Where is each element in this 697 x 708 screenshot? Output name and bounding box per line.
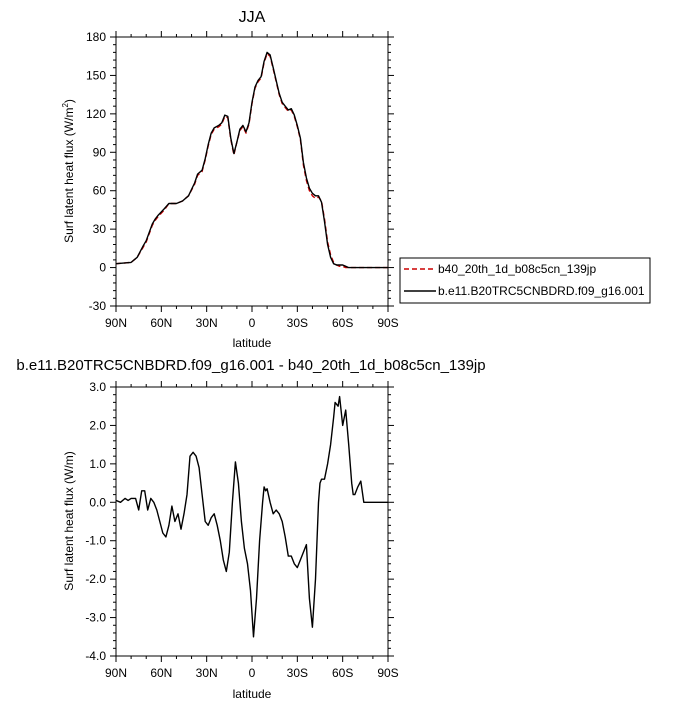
bottom-xtick-label: 30N [196, 666, 218, 680]
bottom-ytick-label: -1.0 [85, 534, 106, 548]
top-xtick-label: 30N [196, 316, 218, 330]
bottom-y-axis-label: Surf latent heat flux (W/m) [62, 451, 76, 590]
top-ytick-label: 30 [93, 222, 107, 236]
top-ytick-label: -30 [89, 299, 107, 313]
bottom-ytick-label: -4.0 [85, 649, 106, 663]
top-ytick-label: 90 [93, 145, 107, 159]
top-xtick-label: 0 [249, 316, 256, 330]
top-ytick-label: 150 [86, 68, 106, 82]
legend-label-black: b.e11.B20TRC5CNBDRD.f09_g16.001 [438, 284, 645, 298]
bottom-ytick-label: 0.0 [89, 495, 106, 509]
top-ytick-label: 60 [93, 184, 107, 198]
legend: b40_20th_1d_b08c5cn_139jp b.e11.B20TRC5C… [399, 257, 651, 304]
top-xtick-label: 60S [332, 316, 353, 330]
top-series-line-0 [115, 53, 388, 269]
legend-box [399, 257, 651, 304]
bottom-tick-marks [110, 381, 394, 662]
bottom-xtick-label: 60S [332, 666, 353, 680]
bottom-xtick-label: 30S [287, 666, 308, 680]
top-x-tick-labels: 90N 60N 30N 0 30S 60S 90S [105, 316, 399, 330]
bottom-series-lines [115, 395, 388, 638]
top-ytick-label: 180 [86, 30, 106, 44]
top-series-lines [115, 51, 388, 269]
top-y-tick-labels: -30 0 30 60 90 120 150 180 [86, 30, 106, 313]
bottom-ytick-label: 3.0 [89, 380, 106, 394]
top-xtick-label: 30S [287, 316, 308, 330]
top-ytick-label: 120 [86, 107, 106, 121]
top-xtick-label: 90N [105, 316, 127, 330]
top-series-line-1 [115, 51, 388, 269]
bottom-x-tick-labels: 90N 60N 30N 0 30S 60S 90S [105, 666, 399, 680]
top-x-axis-label: latitude [233, 336, 272, 350]
top-xtick-label: 60N [150, 316, 172, 330]
bottom-xtick-label: 0 [249, 666, 256, 680]
bottom-xtick-label: 60N [150, 666, 172, 680]
bottom-ytick-label: -2.0 [85, 572, 106, 586]
bottom-xtick-label: 90S [377, 666, 398, 680]
bottom-x-axis-label: latitude [233, 687, 272, 701]
bottom-series-line-0 [115, 395, 388, 638]
top-y-axis-label: Surf latent heat flux (W/m2) [61, 99, 76, 243]
top-ytick-label: 0 [99, 261, 106, 275]
top-chart-title: JJA [239, 9, 266, 26]
bottom-xtick-label: 90N [105, 666, 127, 680]
bottom-ytick-label: 1.0 [89, 457, 106, 471]
top-tick-marks [110, 31, 394, 312]
bottom-ytick-label: -3.0 [85, 611, 106, 625]
bottom-y-tick-labels: -4.0 -3.0 -2.0 -1.0 0.0 1.0 2.0 3.0 [85, 380, 106, 663]
legend-label-red: b40_20th_1d_b08c5cn_139jp [438, 262, 596, 276]
bottom-ytick-label: 2.0 [89, 418, 106, 432]
top-xtick-label: 90S [377, 316, 398, 330]
top-plot-frame [115, 36, 389, 307]
bottom-chart-title: b.e11.B20TRC5CNBDRD.f09_g16.001 - b40_20… [16, 357, 485, 374]
